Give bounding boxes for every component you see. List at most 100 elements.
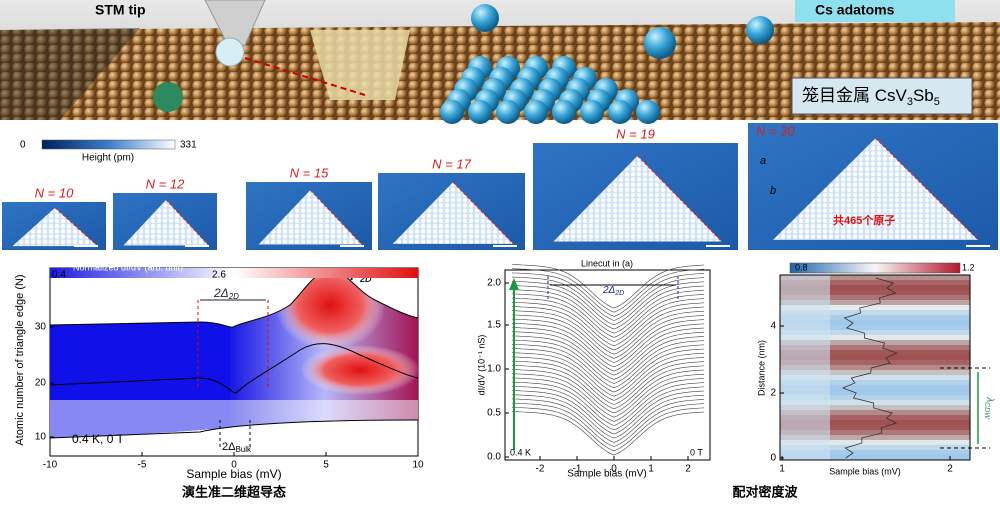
heatmap-row	[780, 325, 970, 331]
heatmap-row	[780, 295, 970, 301]
linecut	[511, 318, 705, 363]
curve	[49, 343, 419, 394]
heatmap-row	[780, 315, 970, 321]
gap-bulk: 2ΔBulk	[222, 441, 252, 454]
linecut	[511, 285, 705, 330]
y-tick-label: 30	[35, 322, 47, 333]
edge-marker	[165, 199, 210, 246]
linecut	[511, 386, 705, 431]
dir-a: a	[760, 155, 766, 167]
linecut	[511, 268, 705, 313]
arrow-head	[509, 278, 519, 290]
heatmap-row	[780, 275, 970, 281]
y-tick-label: 1.5	[487, 320, 501, 331]
linecut	[511, 352, 705, 397]
linecut	[511, 297, 705, 342]
linecut	[511, 331, 705, 376]
middle-panel: Linecut in (a) 2Δ2D 0.4 K 0 T dI/dV (10⁻…	[476, 258, 711, 480]
cs-atom	[496, 100, 520, 124]
plot-frame	[504, 269, 711, 461]
linecut	[511, 365, 705, 410]
linecut	[511, 377, 705, 422]
cs-atom	[636, 100, 660, 124]
linecut	[511, 348, 705, 393]
colorbar-label: Normalized dI/dV (arb. unit)	[73, 262, 183, 272]
colorbar	[789, 262, 961, 274]
dIdV-colorbar	[50, 268, 418, 278]
triangle-images: N = 10 N = 12 N = 15 N = 17 N = 19 N = 30 共465…	[2, 123, 998, 250]
linecut	[511, 306, 705, 351]
linecut	[511, 293, 705, 338]
linecut	[511, 323, 705, 368]
adatom	[153, 82, 183, 112]
temp: 0.4 K	[510, 447, 531, 457]
heatmap	[780, 275, 970, 461]
colorbar-max: 2.6	[212, 270, 226, 281]
left-panel: 2Δ2D P2D 2ΔBulk 0.4 K, 0 T Normalized dI…	[14, 262, 419, 499]
dir-b: b	[770, 185, 776, 197]
heatmap-row	[780, 360, 970, 366]
x-tick-label: 2	[685, 464, 691, 475]
n-label: N = 10	[35, 185, 74, 200]
linecut	[511, 373, 705, 418]
triangle	[392, 182, 514, 244]
heatmap-row	[780, 410, 970, 416]
heatmap-row	[780, 405, 970, 411]
heatmap-row	[780, 300, 970, 306]
linecut	[511, 411, 705, 456]
move-arrow	[244, 57, 366, 96]
heatmap-row	[780, 430, 970, 436]
linecut	[511, 272, 705, 317]
heatmap-row	[780, 350, 970, 356]
triangle	[12, 207, 98, 247]
heatmap-row	[780, 435, 970, 441]
tip-label: STM tip	[95, 2, 146, 18]
heatmap	[300, 345, 418, 395]
height-colorbar	[41, 139, 176, 150]
cs-atom	[608, 100, 632, 124]
n-label: N = 19	[616, 126, 655, 141]
shadow	[0, 28, 140, 120]
heatmap-row	[780, 365, 970, 371]
x-tick-label: 1	[648, 464, 654, 475]
x-tick-label: 10	[412, 460, 424, 471]
colorbar-max: 331	[180, 140, 197, 151]
y-tick-label: 4	[770, 321, 776, 332]
heatmap-row	[780, 285, 970, 291]
triangle	[553, 155, 722, 242]
heatmap-row	[780, 400, 970, 406]
y-axis-label: Atomic number of triangle edge (N)	[14, 274, 26, 445]
colorbar-label: Height (pm)	[82, 153, 134, 164]
colorbar-min: 0.4	[52, 270, 66, 281]
linecut	[511, 310, 705, 355]
cs-atom	[468, 100, 492, 124]
y-tick-label: 0	[770, 453, 776, 464]
caption: 演生准二维超导态	[182, 484, 286, 499]
linecut	[511, 344, 705, 389]
adatom	[644, 27, 676, 59]
x-tick-label: 5	[323, 460, 329, 471]
triangle	[123, 199, 209, 246]
heatmap-row	[780, 375, 970, 381]
triangle	[258, 190, 362, 245]
x-tick-label: 2	[947, 464, 953, 475]
n-label: N = 17	[432, 156, 471, 171]
y-tick-label: 0.5	[487, 408, 501, 419]
linecut	[511, 314, 705, 359]
x-axis-label: Sample bias (mV)	[829, 466, 901, 476]
cs-atom	[552, 100, 576, 124]
linecut	[511, 360, 705, 405]
curve	[49, 419, 419, 439]
y-tick-label: 2.0	[487, 278, 501, 289]
panel-title: Linecut in (a)	[581, 258, 633, 268]
trace	[841, 277, 898, 459]
x-tick-label: -5	[138, 460, 147, 471]
x-tick-label: 0	[611, 464, 617, 475]
edge-marker	[875, 137, 979, 241]
adatom	[471, 4, 499, 32]
heatmap-row	[780, 450, 970, 456]
gap-2d: 2Δ2D	[213, 286, 239, 301]
triangle	[773, 138, 978, 240]
linecut	[511, 339, 705, 384]
